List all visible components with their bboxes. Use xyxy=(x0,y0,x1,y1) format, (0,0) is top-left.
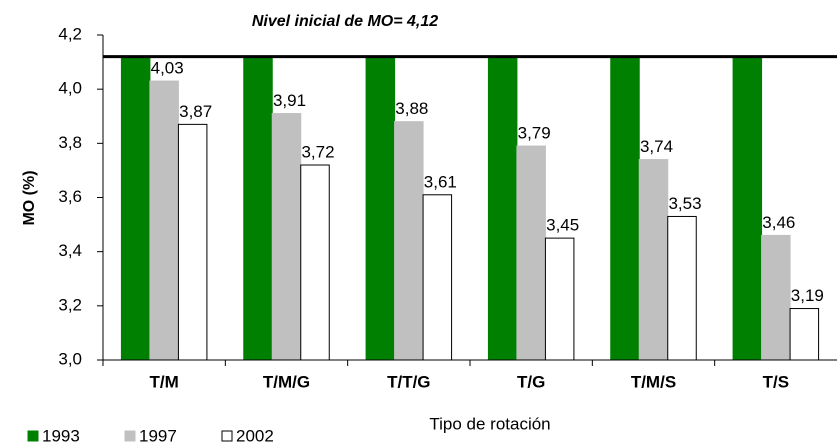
x-tick-label: T/T/G xyxy=(387,372,430,391)
x-tick-label: T/M xyxy=(150,372,179,391)
y-tick-label: 3,6 xyxy=(58,187,82,206)
y-tick-label: 3,4 xyxy=(58,241,82,260)
value-label: 3,45 xyxy=(546,216,579,235)
value-label: 3,61 xyxy=(424,172,457,191)
legend-swatch xyxy=(124,430,136,442)
bar xyxy=(365,56,396,361)
bar xyxy=(789,308,820,361)
bar xyxy=(300,164,330,361)
x-tick-label: T/S xyxy=(763,372,789,391)
bar xyxy=(149,80,179,361)
bar xyxy=(610,56,640,361)
legend-label: 2002 xyxy=(236,426,274,443)
value-label: 4,03 xyxy=(151,59,184,78)
bar xyxy=(732,56,763,361)
legend-label: 1993 xyxy=(42,426,80,443)
legend-swatch xyxy=(221,430,233,442)
bar xyxy=(422,194,453,361)
bar xyxy=(516,145,546,361)
value-label: 3,53 xyxy=(668,194,701,213)
bar xyxy=(243,56,273,361)
value-label: 3,46 xyxy=(762,213,795,232)
value-label: 3,87 xyxy=(179,102,212,121)
bar xyxy=(667,215,697,361)
y-tick-label: 4,0 xyxy=(58,79,82,98)
legend-swatch xyxy=(27,430,39,442)
value-label: 3,19 xyxy=(791,286,824,305)
value-label: 3,74 xyxy=(640,137,673,156)
x-tick-label: T/M/G xyxy=(263,372,310,391)
value-label: 3,79 xyxy=(518,124,551,143)
value-label: 3,88 xyxy=(395,99,428,118)
y-axis-title: MO (%) xyxy=(21,170,38,225)
x-tick-label: T/G xyxy=(517,372,545,391)
y-tick-label: 3,0 xyxy=(58,349,82,368)
value-label: 3,72 xyxy=(301,142,334,161)
bar xyxy=(761,234,791,361)
bar xyxy=(120,56,151,361)
x-tick-label: T/M/S xyxy=(631,372,676,391)
legend-label: 1997 xyxy=(139,426,177,443)
y-tick-label: 3,8 xyxy=(58,133,82,152)
bar xyxy=(638,159,669,361)
value-label: 3,91 xyxy=(273,91,306,110)
bar xyxy=(271,113,302,361)
bar xyxy=(177,123,208,361)
y-tick-label: 4,2 xyxy=(58,24,82,43)
bar xyxy=(394,121,424,361)
reference-label: Nivel inicial de MO= 4,12 xyxy=(252,13,438,30)
bar xyxy=(544,237,575,361)
y-tick-label: 3,2 xyxy=(58,295,82,314)
bar xyxy=(487,56,518,361)
x-axis-title: Tipo de rotación xyxy=(429,414,550,433)
